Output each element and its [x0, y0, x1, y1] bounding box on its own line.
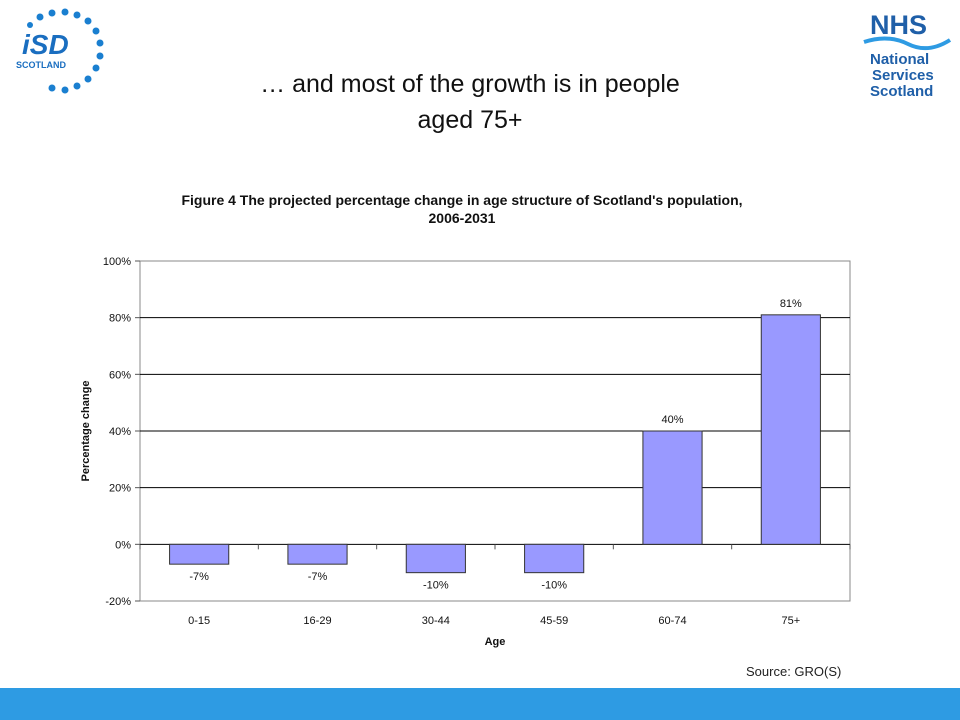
source-note: Source: GRO(S) [746, 664, 842, 679]
y-tick-label: 60% [109, 369, 131, 381]
x-axis-label: Age [485, 636, 506, 648]
bar-chart: Figure 4 The projected percentage change… [80, 192, 851, 648]
x-tick-label: 0-15 [188, 615, 210, 627]
chart-title-line2: 2006-2031 [429, 210, 496, 226]
data-label: -7% [189, 571, 209, 583]
x-tick-label: 45-59 [540, 615, 568, 627]
bar-16-29 [287, 543, 348, 565]
isd-logo-subtext: SCOTLAND [16, 60, 66, 70]
x-tick-label: 60-74 [658, 615, 686, 627]
x-tick-label: 75+ [781, 615, 800, 627]
slide-title: … and most of the growth is in people ag… [150, 66, 790, 138]
isd-logo-text: iSD [22, 29, 69, 60]
data-label: -10% [541, 580, 567, 592]
y-tick-label: -20% [105, 596, 131, 608]
data-label: -10% [423, 580, 449, 592]
x-tick-label: 16-29 [303, 615, 331, 627]
data-label: 40% [661, 414, 683, 426]
bar-0-15 [169, 543, 230, 565]
y-axis-label: Percentage change [80, 381, 92, 482]
x-tick-label: 30-44 [422, 615, 450, 627]
y-tick-label: 0% [115, 539, 131, 551]
bar-45-59 [524, 543, 585, 574]
isd-scotland-logo: iSD SCOTLAND [10, 8, 110, 98]
data-label: -7% [308, 571, 328, 583]
bar-30-44 [405, 543, 466, 574]
bar-75+ [760, 314, 821, 545]
y-tick-label: 40% [109, 426, 131, 438]
y-tick-label: 20% [109, 483, 131, 495]
slide-title-line2: aged 75+ [417, 106, 523, 134]
nhs-logo-line3: Scotland [870, 83, 933, 100]
y-tick-label: 100% [103, 256, 131, 268]
nhs-nss-logo: NHS National Services Scotland [858, 6, 954, 102]
nhs-logo-line2: Services [872, 67, 934, 84]
nhs-logo-text: NHS [870, 10, 927, 40]
bar-60-74 [642, 430, 703, 545]
slide-title-line1: … and most of the growth is in people [260, 70, 680, 98]
chart-title-line1: Figure 4 The projected percentage change… [181, 192, 742, 208]
y-tick-label: 80% [109, 313, 131, 325]
data-label: 81% [780, 298, 802, 310]
footer-bar [0, 688, 960, 720]
nhs-logo-line1: National [870, 51, 929, 68]
